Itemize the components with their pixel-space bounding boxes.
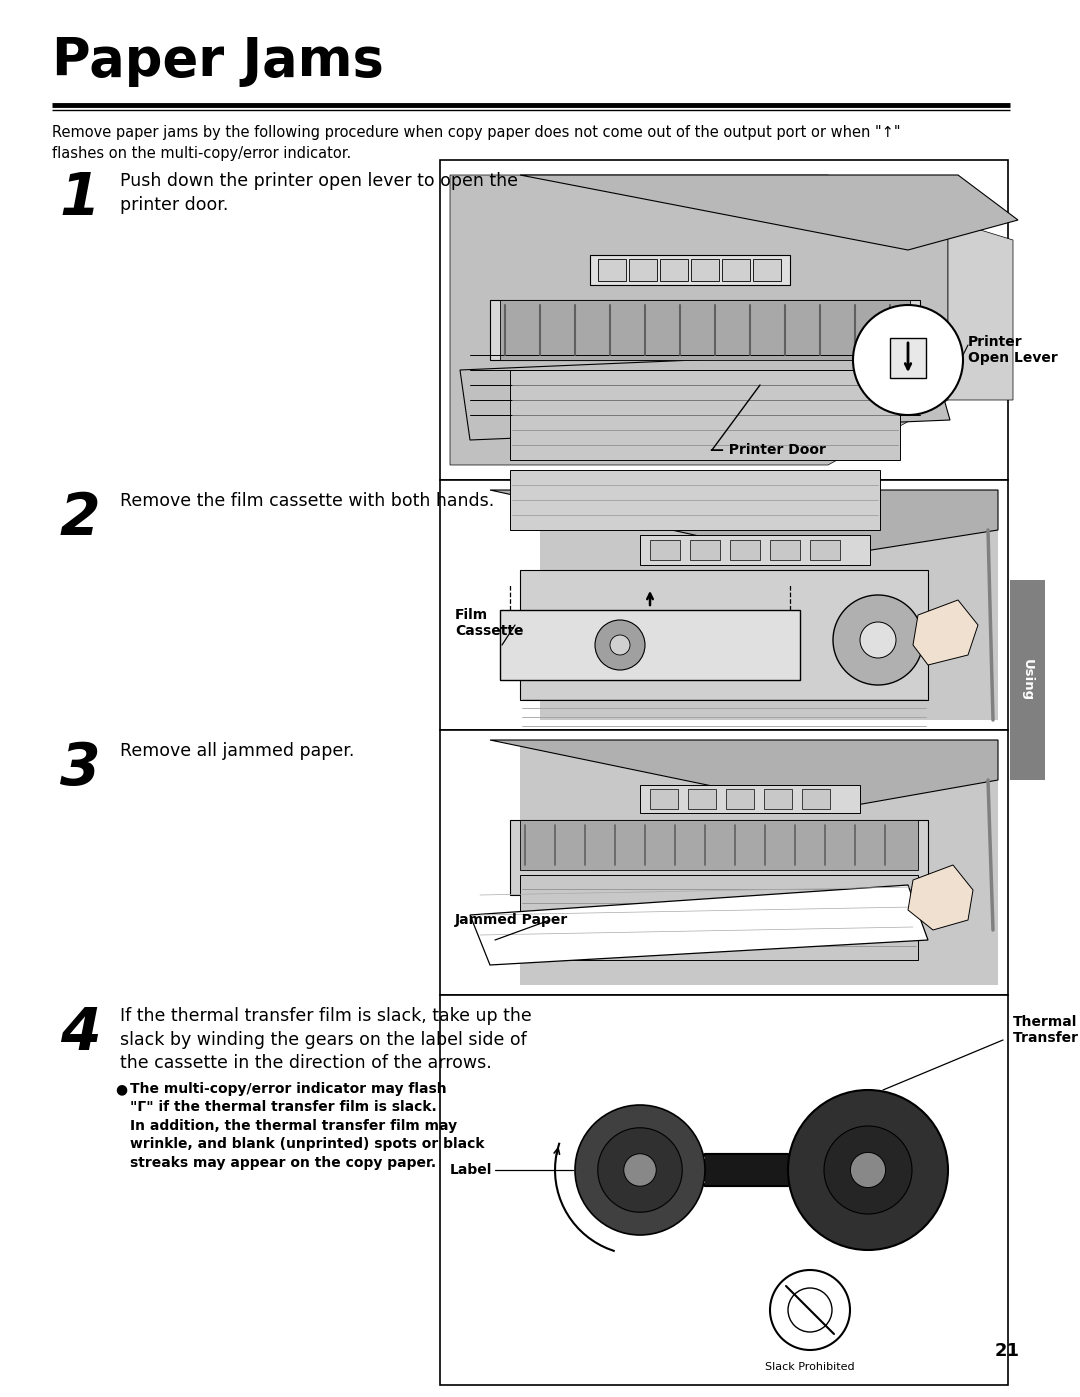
Text: Thermal
Transfer Film: Thermal Transfer Film [1013, 1016, 1080, 1045]
Polygon shape [510, 469, 880, 529]
Polygon shape [948, 219, 1013, 400]
Polygon shape [440, 161, 1008, 481]
Text: Remove paper jams by the following procedure when copy paper does not come out o: Remove paper jams by the following proce… [52, 124, 901, 161]
Text: 1: 1 [59, 170, 100, 226]
Circle shape [597, 1127, 683, 1213]
Polygon shape [770, 541, 800, 560]
Text: Paper Jams: Paper Jams [52, 35, 383, 87]
Text: 21: 21 [995, 1343, 1020, 1361]
Polygon shape [705, 1155, 788, 1185]
Polygon shape [510, 820, 928, 895]
Polygon shape [650, 541, 680, 560]
Polygon shape [519, 820, 918, 870]
Circle shape [624, 1154, 657, 1186]
Polygon shape [490, 740, 998, 810]
Polygon shape [1010, 580, 1045, 780]
Text: 2: 2 [59, 490, 100, 548]
Polygon shape [510, 370, 900, 460]
Circle shape [595, 620, 645, 671]
Polygon shape [590, 256, 789, 285]
Polygon shape [500, 300, 910, 360]
Polygon shape [519, 740, 998, 985]
Text: If the thermal transfer film is slack, take up the
slack by winding the gears on: If the thermal transfer film is slack, t… [120, 1007, 531, 1073]
Polygon shape [730, 541, 760, 560]
Circle shape [860, 622, 896, 658]
Polygon shape [688, 789, 716, 809]
Text: Remove all jammed paper.: Remove all jammed paper. [120, 742, 354, 760]
Circle shape [610, 636, 630, 655]
Text: Jammed Paper: Jammed Paper [455, 914, 568, 928]
Text: 3: 3 [59, 740, 100, 798]
Polygon shape [691, 258, 719, 281]
Polygon shape [440, 731, 1008, 995]
Text: Push down the printer open lever to open the
printer door.: Push down the printer open lever to open… [120, 172, 518, 214]
Polygon shape [519, 175, 1018, 250]
Text: Slack Prohibited: Slack Prohibited [766, 1362, 854, 1372]
Text: Remove the film cassette with both hands.: Remove the film cassette with both hands… [120, 492, 495, 510]
Text: Film
Cassette: Film Cassette [455, 608, 524, 638]
Polygon shape [753, 258, 781, 281]
Polygon shape [450, 175, 948, 465]
Polygon shape [913, 599, 978, 665]
Circle shape [824, 1126, 912, 1214]
Polygon shape [500, 610, 800, 680]
Polygon shape [540, 490, 998, 719]
Polygon shape [723, 258, 750, 281]
Polygon shape [460, 351, 950, 440]
Polygon shape [519, 570, 928, 700]
Circle shape [833, 595, 923, 685]
Polygon shape [470, 886, 928, 965]
Polygon shape [890, 338, 926, 379]
Polygon shape [802, 789, 831, 809]
Polygon shape [490, 300, 920, 360]
Polygon shape [690, 541, 720, 560]
Text: The multi-copy/error indicator may flash
"Γ" if the thermal transfer film is sla: The multi-copy/error indicator may flash… [130, 1083, 485, 1169]
Polygon shape [908, 865, 973, 930]
Polygon shape [810, 541, 840, 560]
Polygon shape [490, 490, 998, 560]
Polygon shape [640, 785, 860, 813]
Text: Using: Using [1021, 659, 1034, 701]
Circle shape [788, 1090, 948, 1250]
Polygon shape [650, 789, 678, 809]
Text: Label: Label [450, 1162, 492, 1178]
Polygon shape [598, 258, 626, 281]
Polygon shape [440, 995, 1008, 1384]
Text: ●: ● [114, 1083, 127, 1097]
Polygon shape [764, 789, 792, 809]
Text: 4: 4 [59, 1004, 100, 1062]
Polygon shape [440, 481, 1008, 731]
Polygon shape [726, 789, 754, 809]
Circle shape [575, 1105, 705, 1235]
Circle shape [850, 1153, 886, 1187]
Circle shape [853, 305, 963, 415]
Polygon shape [660, 258, 688, 281]
Polygon shape [640, 535, 870, 564]
Text: — Printer Door: — Printer Door [710, 443, 826, 457]
Text: Printer
Open Lever: Printer Open Lever [968, 335, 1057, 365]
Polygon shape [519, 875, 918, 960]
Polygon shape [629, 258, 657, 281]
Circle shape [770, 1270, 850, 1350]
